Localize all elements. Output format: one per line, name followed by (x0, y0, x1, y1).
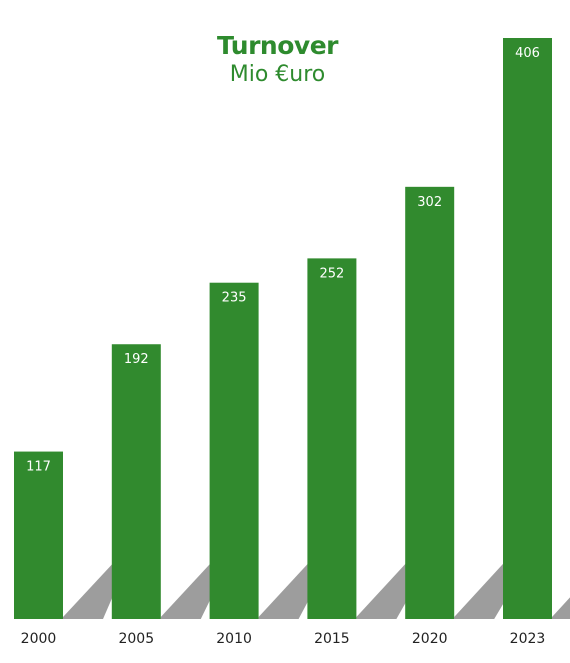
bars-group (14, 38, 552, 620)
x-tick-labels-group: 2000 2005 2010 2015 2020 2023 (21, 631, 546, 647)
chart-subtitle: Mio €uro (229, 62, 326, 87)
data-label-2010: 235 (222, 291, 247, 306)
bar-shadow-2023 (552, 597, 570, 619)
data-label-2005: 192 (124, 352, 149, 367)
bar-2015 (307, 258, 357, 619)
bar-2000 (14, 451, 63, 619)
chart-title: Turnover (217, 31, 339, 60)
x-tick-label-2010: 2010 (216, 631, 252, 647)
x-tick-label-2005: 2005 (118, 631, 154, 647)
data-label-2015: 252 (319, 266, 344, 281)
bar-2023 (503, 38, 552, 619)
data-labels-group: 117 192 235 252 302 406 (26, 46, 540, 475)
bar-2010 (209, 282, 259, 619)
x-tick-label-2023: 2023 (510, 631, 546, 647)
x-tick-label-2020: 2020 (412, 631, 448, 647)
data-label-2023: 406 (515, 46, 540, 61)
bar-2005 (111, 344, 161, 619)
data-label-2020: 302 (417, 195, 442, 210)
data-label-2000: 117 (26, 460, 51, 475)
x-tick-label-2015: 2015 (314, 631, 350, 647)
bar-2020 (405, 186, 455, 620)
x-tick-label-2000: 2000 (21, 631, 57, 647)
